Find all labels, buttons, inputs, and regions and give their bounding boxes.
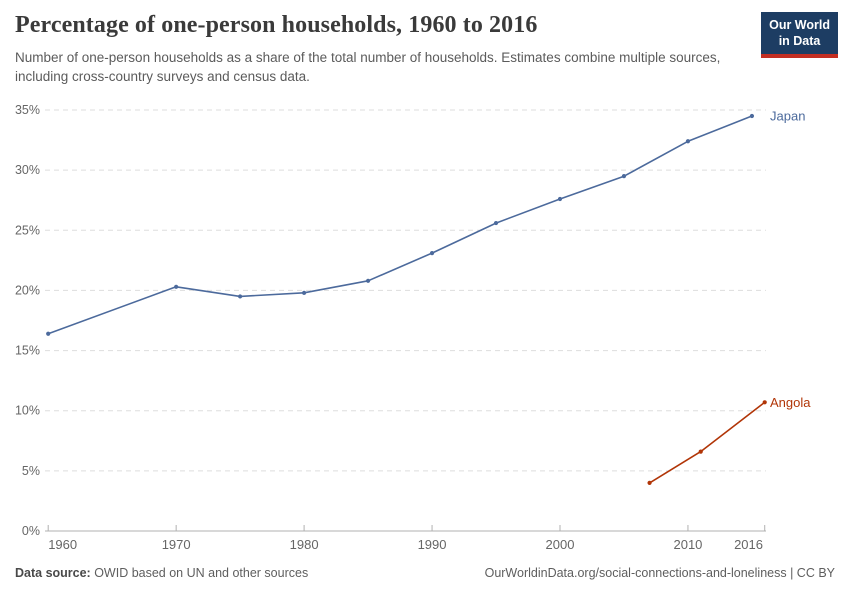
- y-axis-tick-label: 5%: [22, 464, 40, 478]
- x-axis-tick-label: 1970: [162, 537, 191, 552]
- series-point-angola: [698, 449, 703, 454]
- series-point-angola: [647, 480, 652, 485]
- chart-subtitle: Number of one-person households as a sha…: [15, 50, 721, 85]
- x-axis-tick-label: 2010: [673, 537, 702, 552]
- logo-red-bar: [761, 54, 838, 59]
- logo-text-line1: Our World: [769, 18, 830, 32]
- series-point-japan: [429, 251, 435, 256]
- series-point-japan: [493, 220, 499, 226]
- chart-header: Percentage of one-person households, 196…: [15, 12, 838, 86]
- x-axis-tick-label: 1990: [418, 537, 447, 552]
- y-axis-tick-label: 15%: [15, 344, 40, 358]
- series-line-japan: [47, 115, 753, 335]
- series-point-japan: [557, 196, 563, 202]
- y-axis-tick-label: 35%: [15, 103, 40, 117]
- y-axis-tick-label: 0%: [22, 524, 40, 538]
- data-source-note: Data source: OWID based on UN and other …: [15, 566, 308, 580]
- series-point-japan: [301, 290, 307, 295]
- series-label-japan: Japan: [770, 109, 805, 124]
- series-point-japan: [685, 139, 691, 144]
- owid-logo[interactable]: Our World in Data: [761, 12, 838, 59]
- page-title: Percentage of one-person households, 196…: [15, 12, 538, 38]
- x-axis-tick-label: 2000: [546, 537, 575, 552]
- data-source-text: OWID based on UN and other sources: [90, 566, 309, 580]
- series-point-japan: [749, 113, 755, 119]
- series-label-angola: Angola: [770, 395, 811, 410]
- x-axis-tick-label: 2016: [734, 537, 763, 552]
- data-source-label: Data source:: [15, 566, 91, 580]
- series-point-japan: [621, 174, 627, 179]
- y-axis-tick-label: 25%: [15, 223, 40, 237]
- logo-text-line2: in Data: [778, 33, 821, 48]
- x-axis-tick-label: 1960: [48, 537, 77, 552]
- y-axis-tick-label: 30%: [15, 163, 40, 177]
- series-point-japan: [174, 284, 179, 289]
- chart-footer: Data source: OWID based on UN and other …: [15, 566, 835, 580]
- series-point-japan: [238, 294, 243, 299]
- y-axis-tick-label: 20%: [15, 283, 40, 297]
- y-axis-tick-label: 10%: [15, 404, 40, 418]
- x-axis-tick-label: 1980: [290, 537, 319, 552]
- series-point-angola: [762, 400, 767, 405]
- series-point-japan: [46, 331, 51, 336]
- footer-citation-link[interactable]: OurWorldinData.org/social-connections-an…: [484, 566, 835, 580]
- series-point-japan: [365, 278, 371, 283]
